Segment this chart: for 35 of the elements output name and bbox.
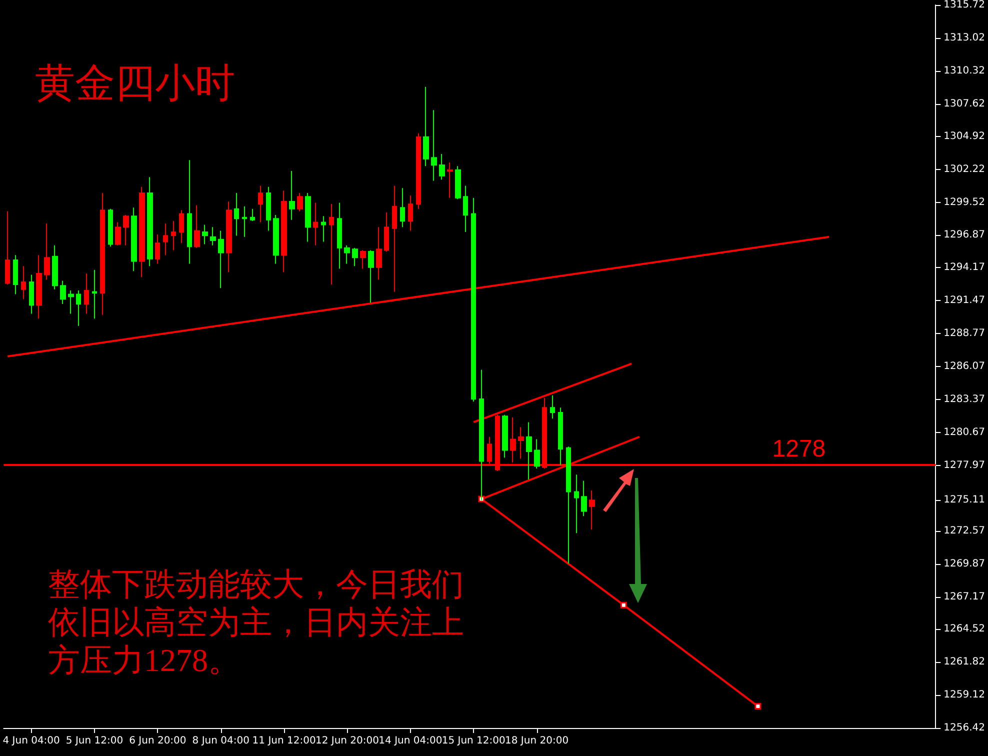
y-tick-label: 1296.87 [944, 229, 986, 240]
x-tick-label: 6 Jun 20:00 [129, 736, 186, 746]
y-tick-label: 1264.52 [944, 624, 986, 635]
y-tick-label: 1315.72 [944, 0, 986, 10]
y-tick-label: 1313.02 [944, 32, 986, 44]
x-tick-label: 18 Jun 20:00 [505, 736, 569, 746]
annotation: 整体下跌动能较大，今日我们依旧以高空为主，日内关注上方压力1278。 [48, 566, 464, 678]
x-tick-label: 12 Jun 20:00 [315, 736, 380, 746]
y-tick-label: 1280.67 [944, 426, 986, 438]
y-tick-label: 1256.42 [944, 722, 986, 734]
y-tick-label: 1269.87 [944, 558, 986, 570]
y-tick-label: 1310.32 [944, 65, 986, 76]
y-tick-label: 1288.77 [944, 328, 986, 340]
ref-line-label: 1278 [772, 435, 826, 462]
y-tick-label: 1299.52 [944, 197, 986, 208]
x-tick-label: 8 Jun 04:00 [192, 736, 250, 746]
y-tick-label: 1272.57 [944, 526, 986, 537]
x-tick-label: 15 Jun 12:00 [442, 736, 506, 746]
x-tick-label: 11 Jun 12:00 [252, 736, 316, 746]
y-tick-label: 1302.22 [944, 164, 986, 176]
y-tick-label: 1275.11 [944, 494, 986, 506]
y-tick-label: 1294.17 [944, 262, 986, 274]
y-tick-label: 1286.07 [944, 361, 986, 372]
y-tick-label: 1277.97 [944, 460, 986, 471]
y-tick-label: 1291.47 [944, 295, 986, 306]
x-tick-label: 5 Jun 12:00 [66, 736, 124, 746]
y-tick-label: 1259.12 [944, 690, 986, 701]
x-tick-label: 4 Jun 04:00 [2, 736, 60, 746]
x-tick-label: 14 Jun 04:00 [378, 736, 442, 746]
y-tick-label: 1267.17 [944, 591, 986, 602]
y-tick-label: 1304.92 [944, 131, 986, 142]
y-tick-label: 1283.37 [944, 394, 986, 405]
y-tick-label: 1261.82 [944, 656, 986, 668]
y-tick-label: 1307.62 [944, 98, 986, 110]
text: 黄金四小时 [35, 60, 235, 106]
